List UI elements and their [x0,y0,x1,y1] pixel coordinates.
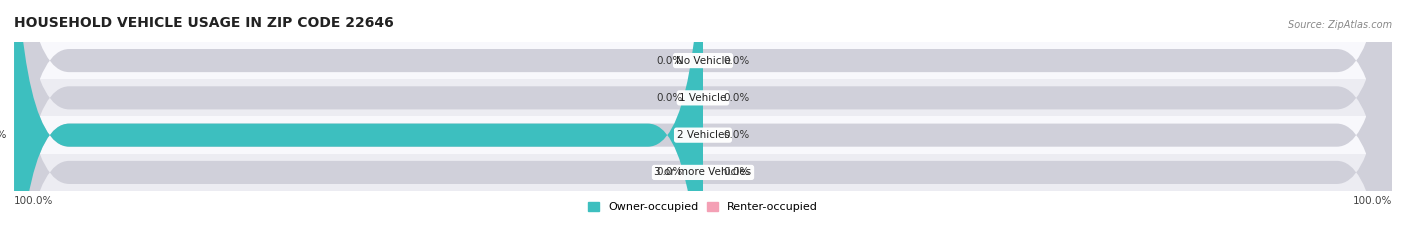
Text: 0.0%: 0.0% [724,56,749,65]
Text: 0.0%: 0.0% [724,130,749,140]
Text: 100.0%: 100.0% [1353,195,1392,206]
FancyBboxPatch shape [14,0,703,233]
Text: 3 or more Vehicles: 3 or more Vehicles [654,168,752,177]
Text: 0.0%: 0.0% [657,168,682,177]
FancyBboxPatch shape [14,0,1392,233]
Legend: Owner-occupied, Renter-occupied: Owner-occupied, Renter-occupied [588,202,818,212]
Text: 1 Vehicle: 1 Vehicle [679,93,727,103]
Text: 0.0%: 0.0% [657,56,682,65]
Text: No Vehicle: No Vehicle [675,56,731,65]
FancyBboxPatch shape [14,0,1392,233]
Text: 100.0%: 100.0% [0,130,7,140]
Text: 0.0%: 0.0% [657,93,682,103]
Text: 2 Vehicles: 2 Vehicles [676,130,730,140]
Text: 100.0%: 100.0% [14,195,53,206]
Text: HOUSEHOLD VEHICLE USAGE IN ZIP CODE 22646: HOUSEHOLD VEHICLE USAGE IN ZIP CODE 2264… [14,16,394,30]
Bar [14,116,1392,154]
Bar [14,79,1392,116]
FancyBboxPatch shape [14,0,1392,233]
Bar [14,42,1392,79]
FancyBboxPatch shape [14,0,1392,233]
Text: Source: ZipAtlas.com: Source: ZipAtlas.com [1288,20,1392,30]
Text: 0.0%: 0.0% [724,168,749,177]
Text: 0.0%: 0.0% [724,93,749,103]
Bar [14,154,1392,191]
